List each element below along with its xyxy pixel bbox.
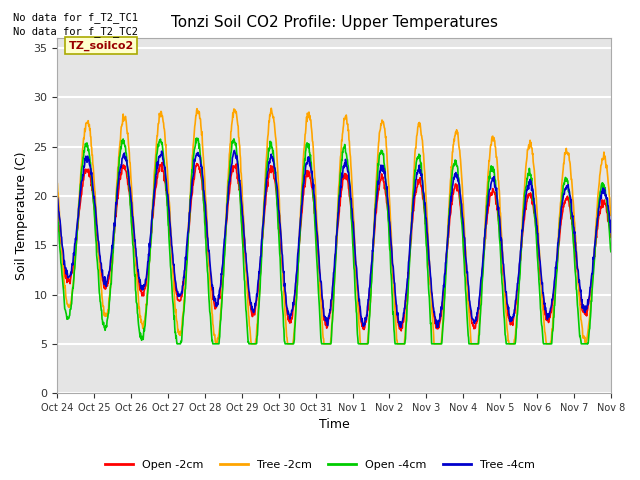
Text: TZ_soilco2: TZ_soilco2 [68, 41, 134, 51]
Open -2cm [421, 211, 429, 217]
Tree -2cm [248, 341, 255, 347]
Open -4cm [542, 341, 550, 347]
Open -2cm [542, 317, 550, 323]
Text: No data for f_T2_TC2: No data for f_T2_TC2 [13, 26, 138, 37]
Tree -2cm [163, 161, 171, 167]
Tree -2cm [421, 169, 429, 175]
Tree -4cm [163, 188, 171, 194]
Open -2cm [397, 328, 405, 334]
Legend: Open -2cm, Tree -2cm, Open -4cm, Tree -4cm: Open -2cm, Tree -2cm, Open -4cm, Tree -4… [101, 456, 539, 474]
Tree -4cm [433, 324, 441, 330]
Line: Open -2cm: Open -2cm [58, 163, 611, 331]
Tree -2cm [177, 329, 184, 335]
Tree -2cm [268, 106, 275, 111]
Y-axis label: Soil Temperature (C): Soil Temperature (C) [15, 151, 28, 280]
Open -4cm [173, 341, 181, 347]
Tree -4cm [177, 292, 184, 298]
Tree -2cm [607, 213, 614, 218]
Tree -4cm [542, 308, 550, 313]
Open -2cm [164, 203, 172, 209]
Open -4cm [193, 135, 200, 141]
Tree -2cm [493, 157, 501, 163]
Line: Open -4cm: Open -4cm [58, 138, 611, 344]
Tree -2cm [542, 338, 550, 344]
Open -2cm [493, 207, 501, 213]
Line: Tree -4cm: Tree -4cm [58, 150, 611, 327]
Open -4cm [163, 199, 171, 204]
Open -2cm [158, 160, 166, 166]
Open -2cm [607, 234, 614, 240]
Tree -4cm [607, 229, 614, 235]
Tree -4cm [420, 196, 428, 202]
Line: Tree -2cm: Tree -2cm [58, 108, 611, 344]
Tree -2cm [239, 197, 246, 203]
Tree -4cm [54, 194, 61, 200]
Open -4cm [239, 251, 247, 257]
Text: No data for f_T2_TC1: No data for f_T2_TC1 [13, 12, 138, 23]
Open -2cm [54, 203, 61, 208]
Tree -4cm [493, 195, 501, 201]
Open -4cm [421, 211, 429, 216]
Open -4cm [493, 197, 501, 203]
Open -4cm [54, 211, 61, 217]
Open -2cm [177, 297, 185, 302]
X-axis label: Time: Time [319, 419, 349, 432]
Title: Tonzi Soil CO2 Profile: Upper Temperatures: Tonzi Soil CO2 Profile: Upper Temperatur… [171, 15, 498, 30]
Tree -4cm [230, 147, 238, 153]
Tree -2cm [54, 181, 61, 187]
Tree -4cm [239, 214, 246, 219]
Open -4cm [607, 249, 614, 254]
Open -2cm [239, 226, 246, 232]
Open -4cm [177, 338, 185, 344]
